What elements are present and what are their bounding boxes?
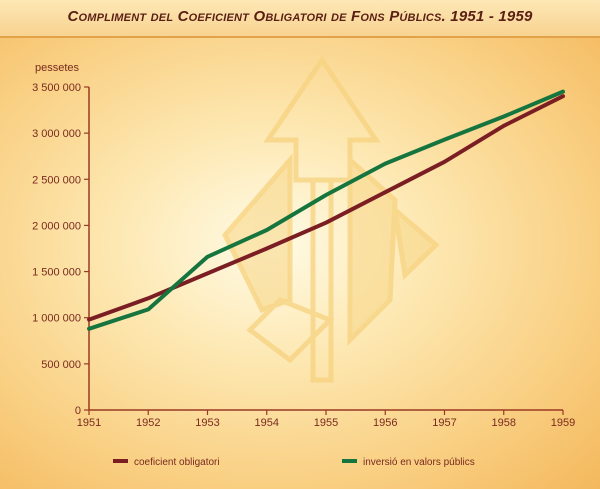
x-ticks: 1951 1952 1953 1954 1955 1956 1957 1958 1959 <box>77 410 575 429</box>
y-tick-label: 2 000 000 <box>32 220 81 232</box>
y-tick-label: 1 500 000 <box>32 267 81 279</box>
series-line-inversio-valors-publics <box>87 89 565 331</box>
y-tick-label: 3 000 000 <box>32 128 81 140</box>
y-tick-label: 1 000 000 <box>32 313 81 325</box>
y-tick-label: 0 <box>75 405 81 417</box>
x-tick-label: 1958 <box>492 417 516 429</box>
y-tick-label: 3 500 000 <box>32 82 81 94</box>
y-tick-label: 2 500 000 <box>32 174 81 186</box>
x-tick-label: 1957 <box>432 417 456 429</box>
title-bar: Compliment del Coeficient Obligatori de … <box>0 0 600 38</box>
legend-label-coeficient: coeficient obligatori <box>134 457 220 468</box>
x-tick-label: 1954 <box>255 417 279 429</box>
x-tick-label: 1959 <box>551 417 575 429</box>
chart-title: Compliment del Coeficient Obligatori de … <box>67 8 533 25</box>
x-tick-label: 1955 <box>314 417 338 429</box>
x-tick-label: 1956 <box>373 417 397 429</box>
y-tick-label: 500 000 <box>41 359 81 371</box>
legend: coeficient obligatori inversió en valors… <box>113 457 475 468</box>
x-tick-label: 1953 <box>195 417 219 429</box>
series-line-coeficient-obligatori <box>87 94 565 322</box>
x-tick-label: 1952 <box>136 417 160 429</box>
series-lines <box>87 89 565 331</box>
y-ticks: 0 500 000 1 000 000 1 500 000 2 000 000 2 500… <box>32 82 89 417</box>
y-axis-unit-label: pessetes <box>35 62 80 74</box>
legend-label-inversio: inversió en valors públics <box>363 457 475 468</box>
x-tick-label: 1951 <box>77 417 101 429</box>
